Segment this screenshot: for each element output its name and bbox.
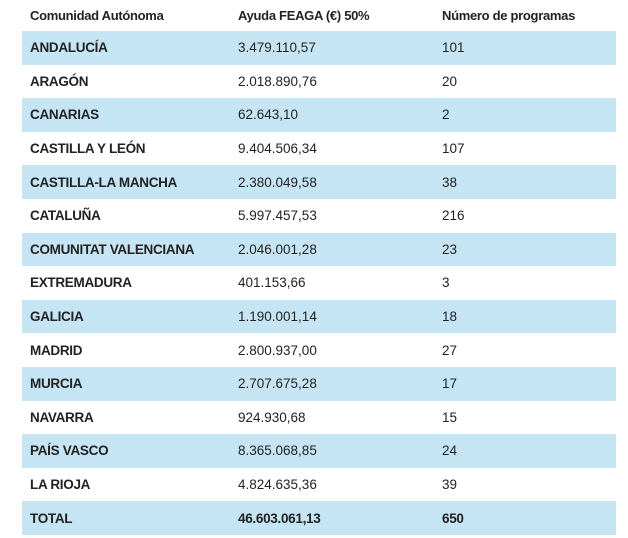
value-cell: 924.930,68 (238, 409, 306, 425)
value-cell: 9.404.506,34 (238, 141, 317, 157)
table-row: CASTILLA-LA MANCHA 2.380.049,58 38 (22, 165, 616, 199)
value-cell: 3 (442, 275, 450, 291)
value-cell: 23 (434, 232, 616, 267)
value-cell: 650 (434, 501, 616, 535)
table-row: MADRID 2.800.937,00 27 (22, 333, 616, 367)
region-cell: EXTREMADURA (30, 275, 132, 291)
value-cell: 24 (434, 434, 616, 468)
region-cell: PAÍS VASCO (22, 434, 230, 468)
region-cell: CATALUÑA (30, 208, 101, 224)
region-cell: TOTAL (22, 501, 230, 535)
header-row: Comunidad Autónoma Ayuda FEAGA (€) 50% N… (22, 0, 616, 31)
region-cell: MADRID (30, 342, 83, 358)
region-cell: MURCIA (22, 366, 230, 401)
value-cell: 2 (434, 98, 616, 132)
value-cell: 2.380.049,58 (230, 165, 434, 199)
table-row: ANDALUCÍA 3.479.110,57 101 (22, 31, 616, 65)
value-cell: 20 (442, 73, 458, 89)
header-cell: Ayuda FEAGA (€) 50% (238, 8, 370, 23)
table-row: TOTAL 46.603.061,13 650 (22, 501, 616, 535)
value-cell: 46.603.061,13 (230, 501, 434, 535)
value-cell: 401.153,66 (238, 275, 306, 291)
table-row: PAÍS VASCO 8.365.068,85 24 (22, 434, 616, 468)
value-cell: 8.365.068,85 (230, 434, 434, 468)
value-cell: 3.479.110,57 (230, 31, 434, 65)
value-cell: 1.190.001,14 (230, 299, 434, 334)
region-cell: GALICIA (22, 299, 230, 334)
value-cell: 101 (434, 31, 616, 65)
value-cell: 216 (442, 208, 465, 224)
value-cell: 62.643,10 (230, 98, 434, 132)
value-cell: 17 (434, 366, 616, 401)
header-cell: Comunidad Autónoma (30, 8, 164, 23)
region-cell: LA RIOJA (30, 477, 91, 493)
table-row: COMUNITAT VALENCIANA 2.046.001,28 23 (22, 232, 616, 267)
value-cell: 4.824.635,36 (238, 477, 317, 493)
value-cell: 2.800.937,00 (238, 342, 317, 358)
value-cell: 18 (434, 299, 616, 334)
table-body: ANDALUCÍA 3.479.110,57 101 ARAGÓN 2.018.890,… (22, 31, 616, 535)
table-row: CASTILLA Y LEÓN 9.404.506,34 107 (22, 132, 616, 166)
table-container: Comunidad Autónoma Ayuda FEAGA (€) 50% N… (22, 0, 616, 535)
table-row: MURCIA 2.707.675,28 17 (22, 366, 616, 401)
region-cell: CANARIAS (22, 98, 230, 132)
value-cell: 27 (442, 342, 458, 358)
region-cell: ANDALUCÍA (22, 31, 230, 65)
table-row: ARAGÓN 2.018.890,76 20 (22, 65, 616, 99)
region-cell: CASTILLA Y LEÓN (30, 141, 146, 157)
value-cell: 2.707.675,28 (230, 366, 434, 401)
region-cell: COMUNITAT VALENCIANA (22, 232, 230, 267)
value-cell: 5.997.457,53 (238, 208, 317, 224)
region-cell: NAVARRA (30, 409, 94, 425)
value-cell: 38 (434, 165, 616, 199)
table-row: CATALUÑA 5.997.457,53 216 (22, 199, 616, 233)
table-row: GALICIA 1.190.001,14 18 (22, 299, 616, 334)
header-cell: Número de programas (442, 8, 576, 23)
data-table: Comunidad Autónoma Ayuda FEAGA (€) 50% N… (22, 0, 616, 535)
region-cell: ARAGÓN (30, 73, 89, 89)
table-row: NAVARRA 924.930,68 15 (22, 401, 616, 435)
region-cell: CASTILLA-LA MANCHA (22, 165, 230, 199)
table-row: CANARIAS 62.643,10 2 (22, 98, 616, 132)
table-row: EXTREMADURA 401.153,66 3 (22, 266, 616, 300)
value-cell: 2.046.001,28 (230, 232, 434, 267)
table-row: LA RIOJA 4.824.635,36 39 (22, 468, 616, 502)
value-cell: 2.018.890,76 (238, 73, 317, 89)
value-cell: 15 (442, 409, 458, 425)
value-cell: 39 (442, 477, 458, 493)
value-cell: 107 (442, 141, 465, 157)
